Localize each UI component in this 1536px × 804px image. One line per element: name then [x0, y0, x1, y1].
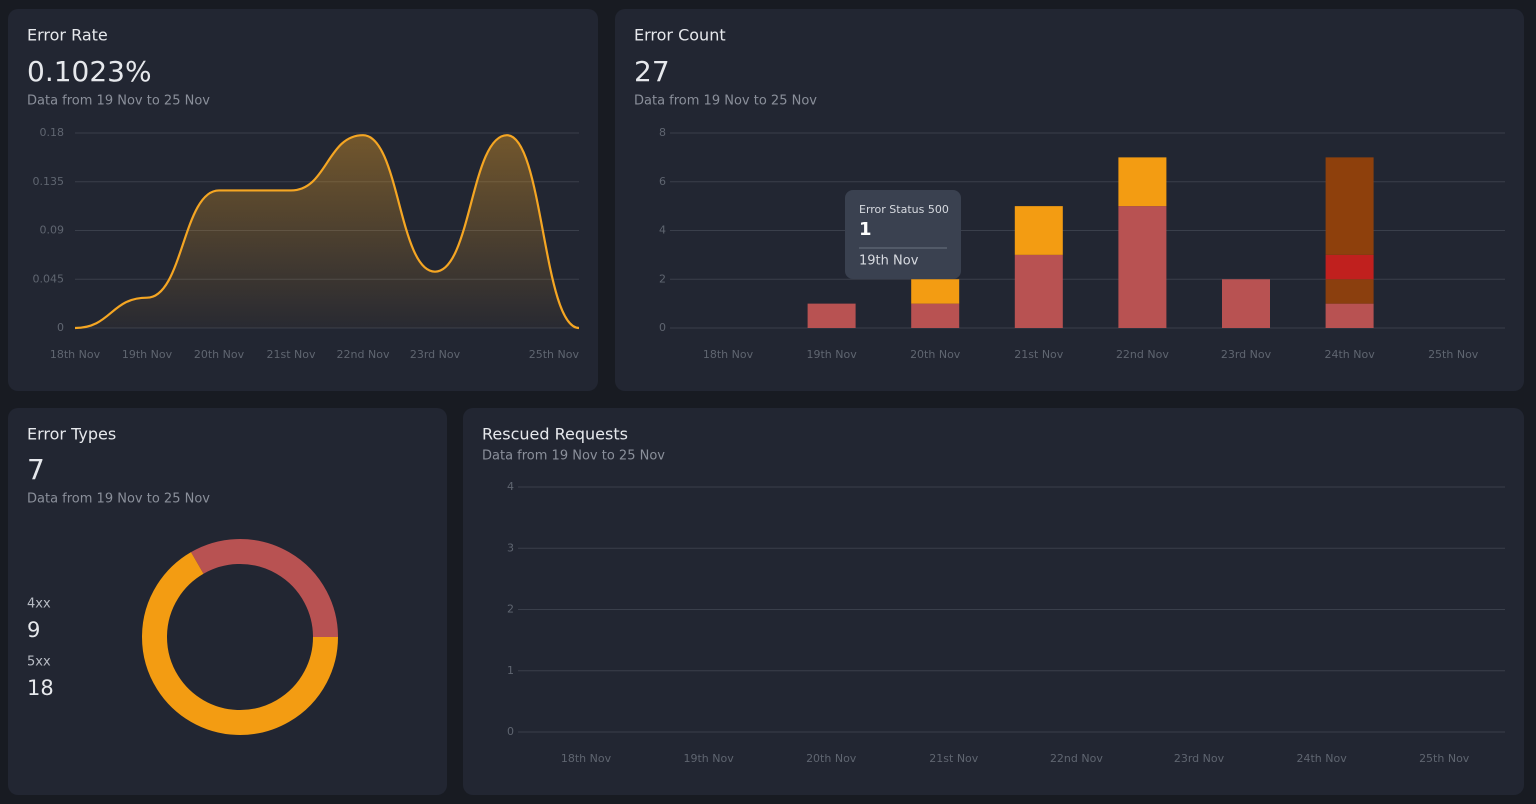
legend-value: 9 [27, 618, 40, 642]
donut-slice [142, 552, 338, 735]
x-tick-label: 19th Nov [806, 348, 857, 361]
legend-label: 5xx [27, 655, 51, 670]
x-tick-label: 22nd Nov [337, 348, 390, 361]
bar-segment [1222, 279, 1270, 328]
x-tick-label: 25th Nov [529, 348, 580, 361]
y-tick-label: 2 [659, 272, 666, 285]
panel [8, 408, 447, 795]
x-tick-label: 18th Nov [50, 348, 101, 361]
y-tick-label: 3 [507, 541, 514, 554]
legend-label: 4xx [27, 597, 51, 612]
panel-title: Error Types [27, 425, 116, 444]
line [74, 134, 580, 330]
subtitle: Data from 19 Nov to 25 Nov [27, 492, 210, 507]
bar-segment [1325, 254, 1374, 280]
panel-title: Rescued Requests [482, 425, 628, 444]
y-tick-label: 1 [507, 664, 514, 677]
x-tick-label: 22nd Nov [1050, 752, 1103, 765]
tooltip-label: 19th Nov [859, 254, 919, 269]
x-tick-label: 20th Nov [806, 752, 857, 765]
subtitle: Data from 19 Nov to 25 Nov [634, 94, 817, 109]
panel [615, 9, 1524, 391]
y-tick-label: 0 [659, 321, 666, 334]
y-tick-label: 0.18 [40, 126, 65, 139]
tooltip-value: 1 [859, 219, 872, 240]
x-tick-label: 25th Nov [1419, 752, 1470, 765]
bar-segment [1325, 157, 1374, 255]
x-tick-label: 23rd Nov [1174, 752, 1225, 765]
y-tick-label: 2 [507, 603, 514, 616]
y-tick-label: 8 [659, 126, 666, 139]
x-tick-label: 23rd Nov [1221, 348, 1272, 361]
bar-segment [1325, 303, 1374, 328]
legend-value: 18 [27, 676, 54, 700]
x-tick-label: 21st Nov [266, 348, 315, 361]
x-tick-label: 20th Nov [194, 348, 245, 361]
x-tick-label: 25th Nov [1428, 348, 1479, 361]
x-tick-label: 21st Nov [929, 752, 978, 765]
bar-segment [1325, 279, 1374, 304]
headline: 0.1023% [27, 55, 152, 88]
x-tick-label: 24th Nov [1324, 348, 1375, 361]
tooltip-title: Error Status 500 [859, 203, 949, 216]
bar-segment [911, 279, 960, 304]
panel-title: Error Count [634, 26, 726, 45]
x-tick-label: 19th Nov [122, 348, 173, 361]
x-tick-label: 18th Nov [703, 348, 754, 361]
x-tick-label: 22nd Nov [1116, 348, 1169, 361]
donut-slice [191, 539, 338, 638]
y-tick-label: 0.09 [40, 224, 65, 237]
bar-segment [1118, 206, 1167, 328]
x-tick-label: 23rd Nov [410, 348, 461, 361]
bar-segment [911, 303, 960, 328]
y-tick-label: 0.135 [33, 175, 65, 188]
y-tick-label: 0 [507, 725, 514, 738]
panel [463, 408, 1524, 795]
y-tick-label: 4 [507, 480, 514, 493]
y-tick-label: 0.045 [33, 272, 65, 285]
bar-segment [1014, 254, 1063, 328]
subtitle: Data from 19 Nov to 25 Nov [27, 94, 210, 109]
headline: 27 [634, 55, 670, 88]
y-tick-label: 0 [57, 321, 64, 334]
subtitle: Data from 19 Nov to 25 Nov [482, 449, 665, 464]
bar-segment [1014, 206, 1063, 255]
charts: 0 0.045 0.09 0.135 0.18 18th Nov 19th Nov 20th … [27, 126, 1505, 765]
x-tick-label: 20th Nov [910, 348, 961, 361]
panel-title: Error Rate [27, 26, 108, 45]
tooltip [845, 190, 961, 279]
y-tick-label: 6 [659, 175, 666, 188]
x-tick-label: 18th Nov [561, 752, 612, 765]
headline: 7 [27, 453, 45, 486]
x-tick-label: 24th Nov [1296, 752, 1347, 765]
bar-segment [1118, 157, 1167, 207]
y-tick-label: 4 [659, 224, 666, 237]
x-tick-label: 19th Nov [683, 752, 734, 765]
bar-segment [807, 303, 856, 328]
overlay: Error Status 500 1 19th Nov [845, 190, 961, 279]
area [75, 135, 579, 328]
x-tick-label: 21st Nov [1014, 348, 1063, 361]
